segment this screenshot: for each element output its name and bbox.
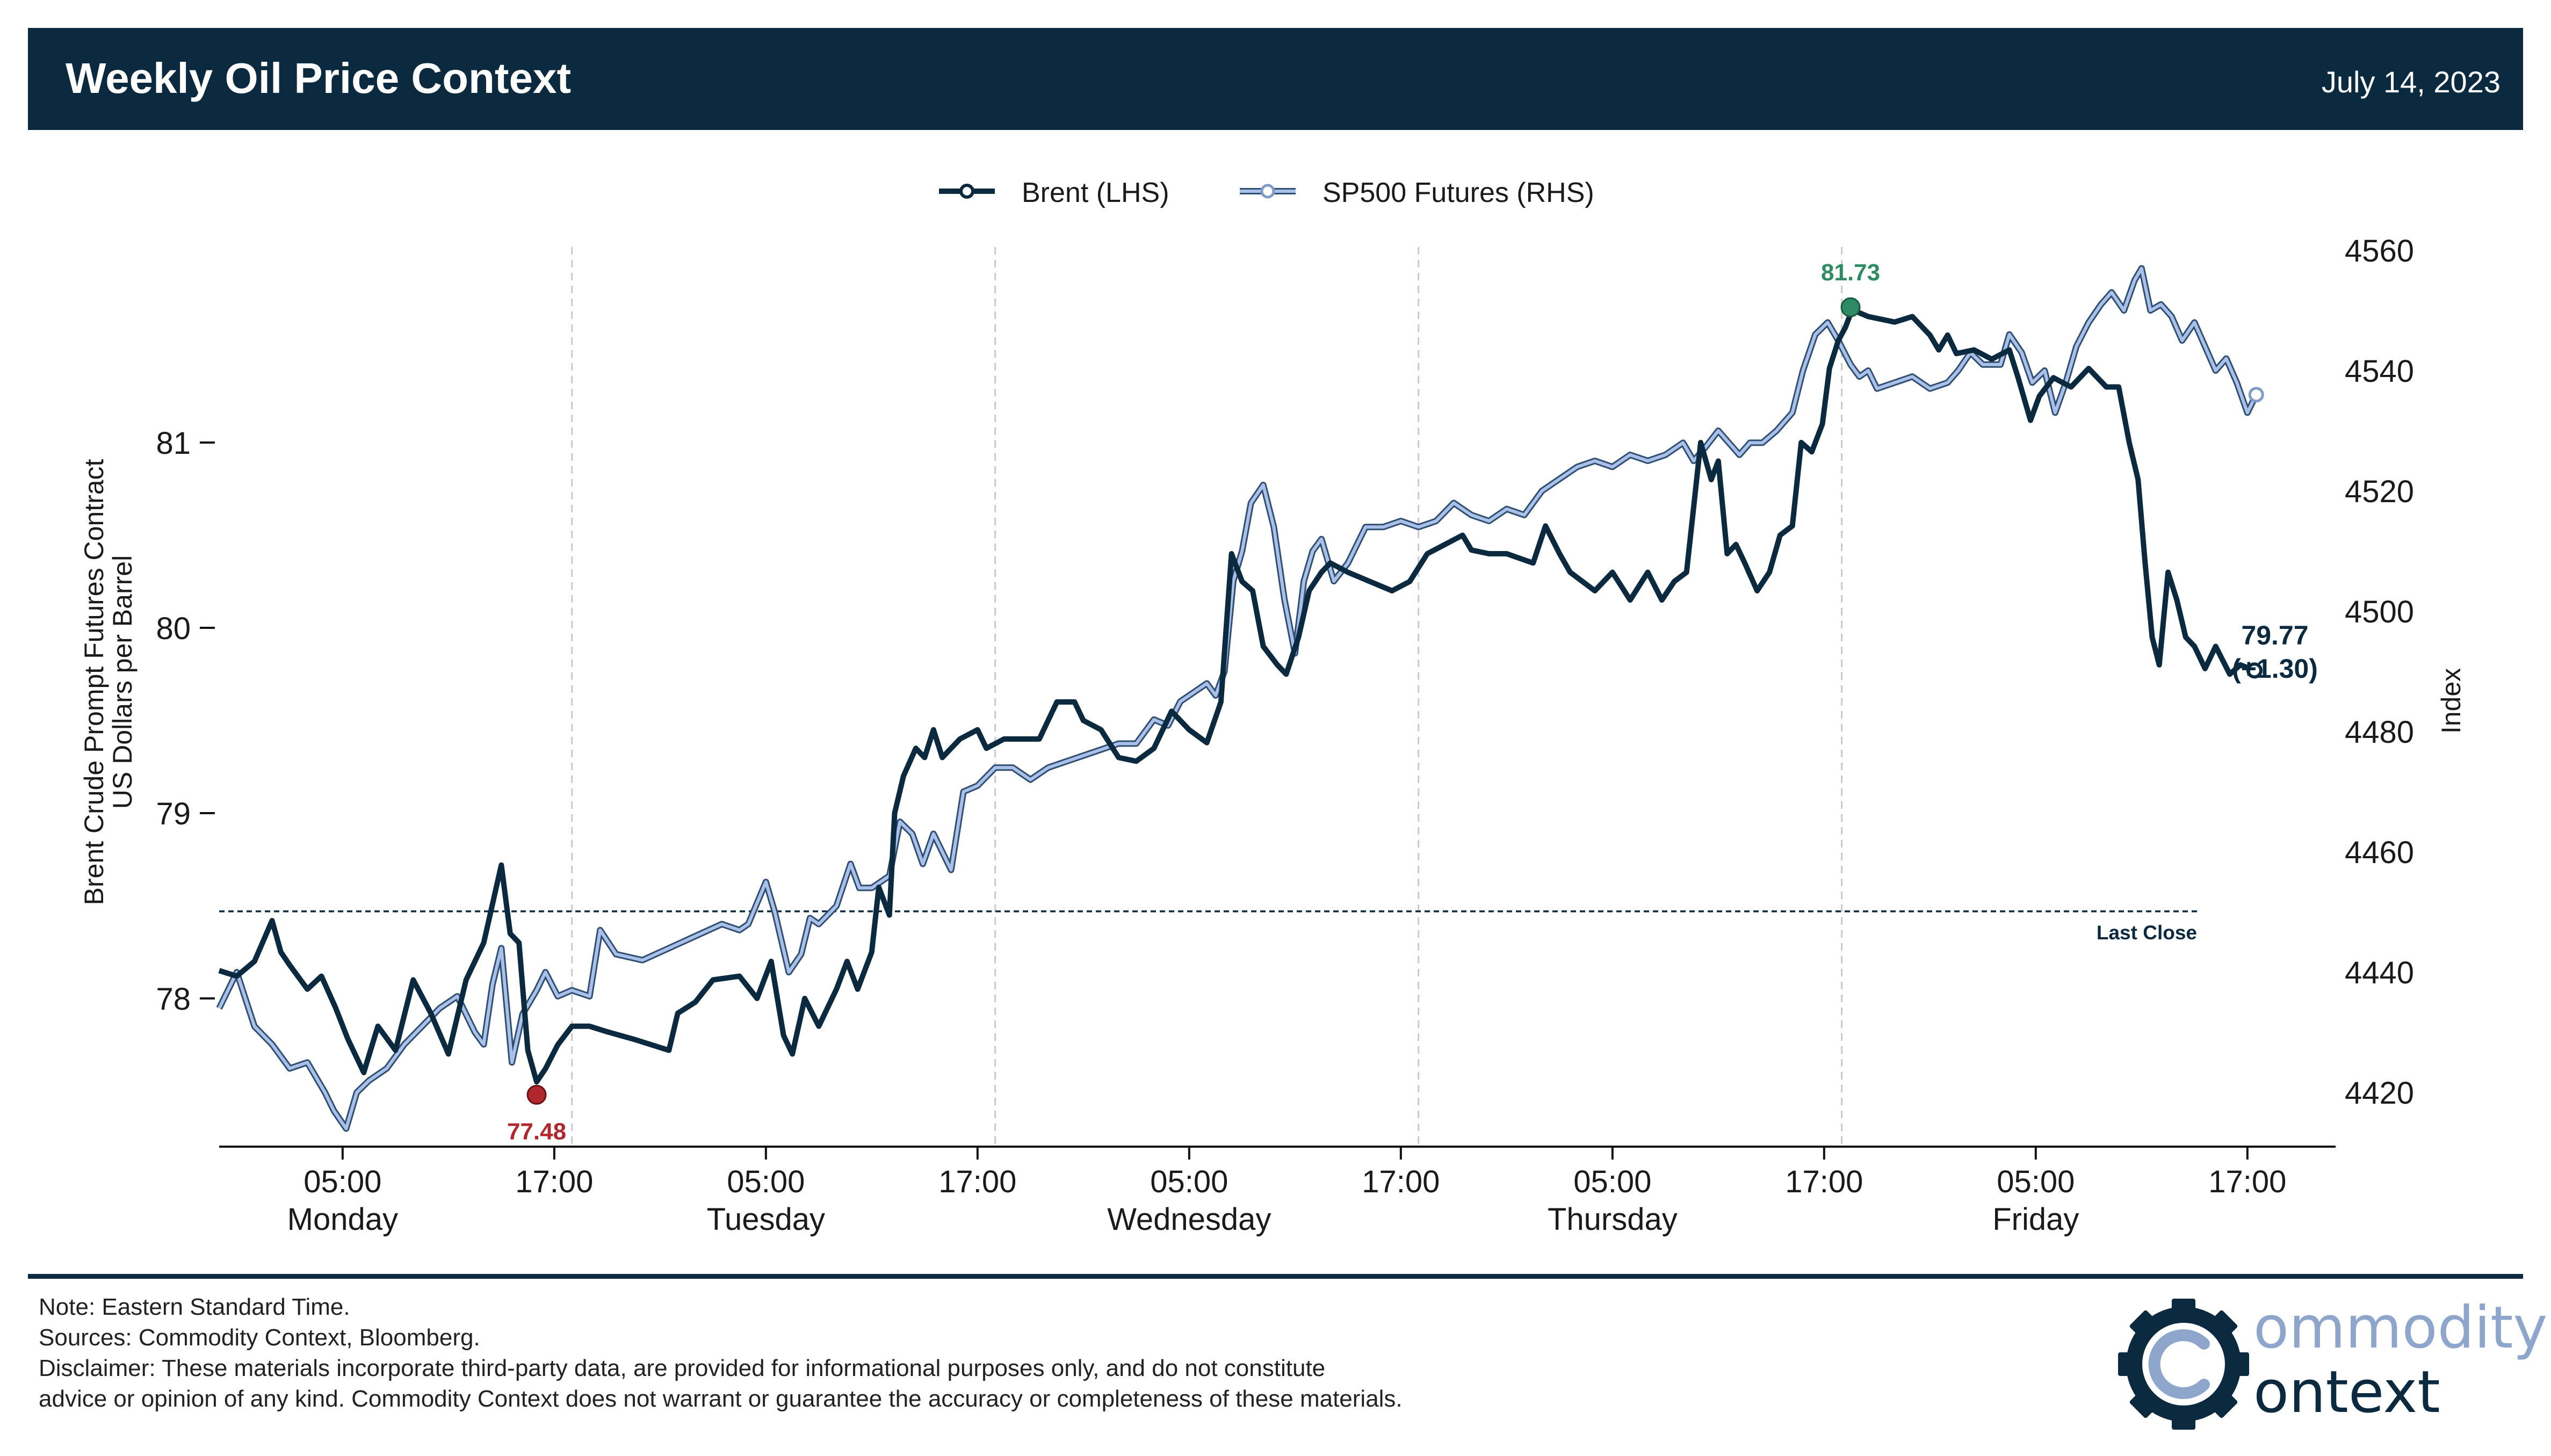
x-day-label: Monday [287,1202,398,1237]
right-tick-label: 4520 [2345,474,2414,509]
x-tick-label: 05:00 [1573,1164,1651,1199]
x-tick-label: 17:00 [938,1164,1016,1199]
x-tick-label: 17:00 [1785,1164,1863,1199]
gear-c-logo-icon [2118,1299,2249,1430]
legend-sp500-marker [1260,184,1275,199]
brent-series-line [218,306,2256,1085]
x-tick-label: 05:00 [303,1164,381,1199]
x-tick-label: 17:00 [2208,1164,2286,1199]
right-tick-label: 4540 [2345,354,2414,389]
weekly-low-label: 77.48 [507,1118,566,1144]
legend-brent-label: Brent (LHS) [1022,177,1169,208]
right-tick-label: 4440 [2345,955,2414,990]
commodity-context-logo: ommodity ontext [2116,1284,2547,1445]
sp500-series-line [218,266,2258,1131]
legend-sp500-label: SP500 Futures (RHS) [1323,177,1594,208]
sources-text: Sources: Commodity Context, Bloomberg. [39,1324,480,1351]
oil-price-chart: Last Close77.4881.7379.77(+1.30)05:00Mon… [79,177,2466,1237]
weekly-high-marker [1840,297,1861,317]
right-tick-label: 4500 [2345,595,2414,629]
end-value-label: 79.77 [2241,620,2308,650]
disclaimer-text-2: advice or opinion of any kind. Commodity… [39,1386,1403,1412]
logo-text-top: ommodity [2253,1294,2548,1361]
footer-notes: Note: Eastern Standard Time. Sources: Co… [39,1292,1403,1414]
logo-text-bottom: ontext [2253,1359,2440,1426]
right-axis-title: Index [2436,668,2466,734]
x-tick-label: 05:00 [727,1164,805,1199]
footer-divider [28,1274,2523,1279]
x-tick-label: 17:00 [1362,1164,1440,1199]
right-tick-label: 4480 [2345,715,2414,750]
left-axis-title-line2: US Dollars per Barrel [107,555,138,809]
x-tick-label: 05:00 [1997,1164,2075,1199]
x-tick-label: 05:00 [1150,1164,1228,1199]
left-tick-label: 81 [156,426,191,461]
page-title: Weekly Oil Price Context [66,54,572,102]
left-tick-label: 78 [156,982,191,1017]
header-bar: Weekly Oil Price Context July 14, 2023 [28,28,2523,130]
x-day-label: Wednesday [1107,1202,1271,1237]
left-axis-title-line1: Brent Crude Prompt Futures Contract [79,459,109,905]
sp500-end-marker [2248,387,2264,403]
end-change-label: (+1.30) [2232,654,2318,684]
left-tick-label: 80 [156,611,191,646]
legend-brent-marker [959,184,974,199]
right-tick-label: 4420 [2345,1076,2414,1111]
x-tick-label: 17:00 [515,1164,593,1199]
weekly-high-label: 81.73 [1821,259,1880,286]
left-tick-label: 79 [156,796,191,831]
x-day-label: Friday [1992,1202,2079,1237]
note-text: Note: Eastern Standard Time. [39,1294,350,1320]
x-day-label: Tuesday [707,1202,825,1237]
disclaimer-text-1: Disclaimer: These materials incorporate … [39,1355,1326,1381]
last-close-label: Last Close [2097,922,2197,944]
brent-end-marker [2246,662,2263,679]
weekly-low-marker [526,1084,547,1105]
report-date: July 14, 2023 [2321,65,2501,99]
right-tick-label: 4560 [2345,234,2414,269]
x-day-label: Thursday [1548,1202,1678,1237]
right-tick-label: 4460 [2345,835,2414,870]
